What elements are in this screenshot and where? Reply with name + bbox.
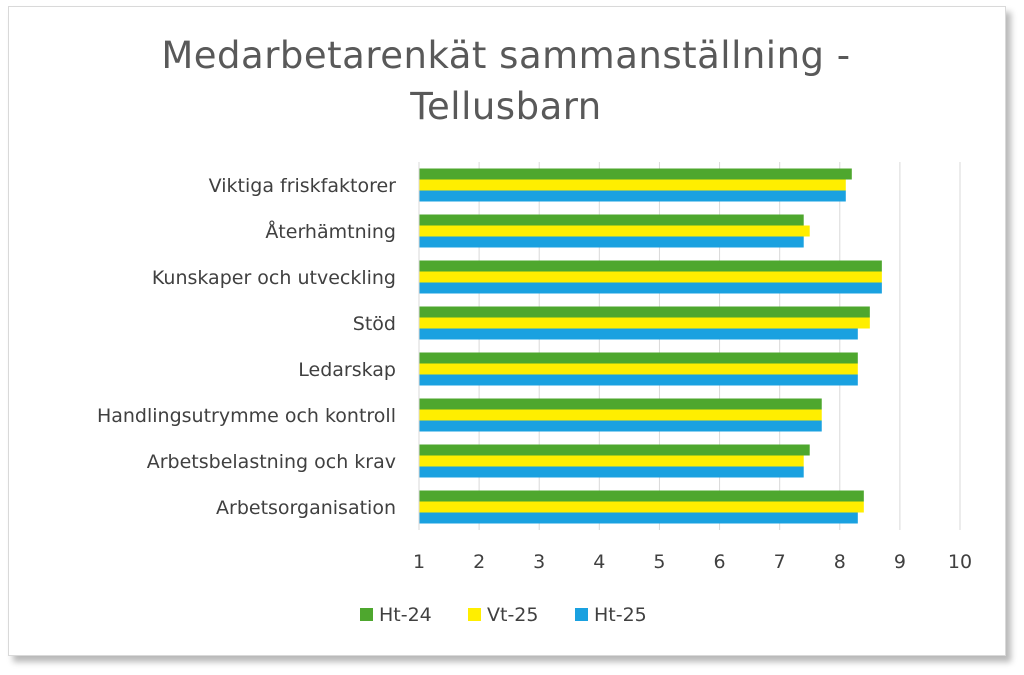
bar-vt-25-0	[419, 179, 846, 191]
bar-vt-25-4	[419, 363, 858, 375]
x-tick-label-9: 9	[894, 551, 906, 573]
x-tick-label-3: 3	[533, 551, 545, 573]
category-label-3: Stöd	[353, 313, 396, 335]
chart-title-line-1: Medarbetarenkät sammanställning -	[161, 34, 851, 77]
x-tick-label-8: 8	[834, 551, 846, 573]
bar-ht-25-4	[419, 374, 858, 386]
x-tick-label-6: 6	[714, 551, 726, 573]
chart-title-line-2: Tellusbarn	[410, 85, 602, 128]
legend-swatch-ht-24	[360, 608, 373, 621]
bar-ht-25-1	[419, 236, 804, 248]
bar-ht-24-1	[419, 214, 804, 226]
bar-vt-25-5	[419, 409, 822, 421]
bar-vt-25-3	[419, 317, 870, 329]
category-label-5: Handlingsutrymme och kontroll	[97, 405, 396, 427]
bar-ht-25-7	[419, 512, 858, 524]
bar-vt-25-6	[419, 455, 804, 467]
x-tick-label-10: 10	[948, 551, 972, 573]
category-label-0: Viktiga friskfaktorer	[209, 175, 397, 197]
category-label-7: Arbetsorganisation	[216, 497, 396, 519]
category-label-2: Kunskaper och utveckling	[152, 267, 396, 289]
bar-ht-24-7	[419, 490, 864, 502]
x-tick-label-5: 5	[653, 551, 665, 573]
legend-label-ht-25: Ht-25	[594, 604, 647, 626]
chart-title: Medarbetarenkät sammanställning - Tellus…	[0, 30, 1012, 132]
legend-label-ht-24: Ht-24	[379, 604, 432, 626]
x-tick-label-7: 7	[774, 551, 786, 573]
bar-ht-25-3	[419, 328, 858, 340]
bar-vt-25-2	[419, 271, 882, 283]
legend-swatch-ht-25	[575, 608, 588, 621]
bar-vt-25-7	[419, 501, 864, 513]
legend-label-vt-25: Vt-25	[487, 604, 538, 626]
bar-ht-24-0	[419, 168, 852, 180]
category-label-1: Återhämtning	[265, 220, 396, 243]
bar-ht-25-6	[419, 466, 804, 478]
bar-ht-24-3	[419, 306, 870, 318]
bar-ht-25-0	[419, 190, 846, 202]
legend-swatch-vt-25	[468, 608, 481, 621]
bar-ht-25-5	[419, 420, 822, 432]
bar-ht-24-5	[419, 398, 822, 410]
x-tick-label-1: 1	[413, 551, 425, 573]
bar-ht-25-2	[419, 282, 882, 294]
category-label-4: Ledarskap	[298, 359, 396, 381]
bar-ht-24-6	[419, 444, 810, 456]
x-tick-label-4: 4	[593, 551, 605, 573]
x-tick-label-2: 2	[473, 551, 485, 573]
bar-vt-25-1	[419, 225, 810, 237]
category-label-6: Arbetsbelastning och krav	[147, 451, 396, 473]
bar-ht-24-4	[419, 352, 858, 364]
bar-ht-24-2	[419, 260, 882, 272]
